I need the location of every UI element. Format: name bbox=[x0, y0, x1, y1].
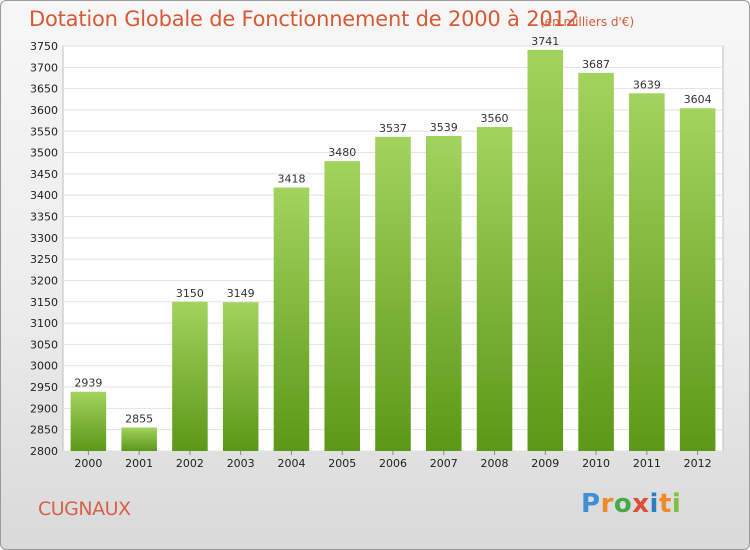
x-tick-label: 2000 bbox=[74, 457, 102, 470]
bar-2009 bbox=[527, 49, 564, 451]
bar-2005 bbox=[324, 161, 360, 451]
bar-2000 bbox=[70, 391, 107, 451]
proxiti-logo: Proxiti bbox=[581, 489, 682, 519]
bar-2006 bbox=[375, 136, 411, 451]
x-tick-label: 2004 bbox=[277, 457, 305, 470]
chart-unit: (en milliers d'€) bbox=[540, 15, 635, 29]
y-tick-label: 3150 bbox=[30, 296, 58, 309]
x-tick-label: 2001 bbox=[125, 457, 153, 470]
city-name: CUGNAUX bbox=[38, 498, 131, 520]
bar-2008 bbox=[476, 127, 513, 451]
x-tick-label: 2006 bbox=[379, 457, 407, 470]
y-tick-label: 3250 bbox=[30, 253, 58, 266]
y-tick-label: 2850 bbox=[30, 424, 58, 437]
y-tick-label: 3050 bbox=[30, 338, 58, 351]
y-tick-label: 3000 bbox=[30, 360, 58, 373]
value-label: 3687 bbox=[582, 58, 610, 71]
bar-2003 bbox=[222, 302, 259, 451]
value-label: 3539 bbox=[430, 121, 458, 134]
value-label: 3604 bbox=[684, 93, 712, 106]
chart-title: Dotation Globale de Fonctionnement de 20… bbox=[29, 7, 579, 31]
x-tick-label: 2005 bbox=[328, 457, 356, 470]
y-tick-label: 3600 bbox=[30, 104, 58, 117]
x-tick-label: 2011 bbox=[633, 457, 661, 470]
x-tick-label: 2008 bbox=[481, 457, 509, 470]
x-tick-label: 2010 bbox=[582, 457, 610, 470]
bar-2010 bbox=[578, 72, 614, 451]
y-tick-label: 2950 bbox=[30, 381, 58, 394]
x-tick-label: 2007 bbox=[430, 457, 458, 470]
x-tick-label: 2002 bbox=[176, 457, 204, 470]
x-tick-label: 2003 bbox=[227, 457, 255, 470]
bar-2002 bbox=[172, 301, 208, 451]
value-label: 3480 bbox=[328, 146, 356, 159]
value-label: 3741 bbox=[531, 35, 559, 48]
y-tick-label: 3450 bbox=[30, 168, 58, 181]
y-tick-label: 3550 bbox=[30, 125, 58, 138]
bar-2004 bbox=[273, 187, 310, 451]
bar-2012 bbox=[679, 108, 716, 452]
y-tick-label: 3200 bbox=[30, 274, 58, 287]
y-tick-label: 3400 bbox=[30, 189, 58, 202]
value-label: 2855 bbox=[125, 413, 153, 426]
y-tick-label: 3100 bbox=[30, 317, 58, 330]
y-tick-label: 3300 bbox=[30, 232, 58, 245]
y-tick-label: 3500 bbox=[30, 147, 58, 160]
value-label: 2939 bbox=[74, 377, 102, 390]
bar-2007 bbox=[426, 135, 462, 451]
value-label: 3639 bbox=[633, 78, 661, 91]
bar-2011 bbox=[629, 93, 665, 452]
value-label: 3150 bbox=[176, 287, 204, 300]
y-tick-label: 3700 bbox=[30, 61, 58, 74]
y-tick-label: 2800 bbox=[30, 445, 58, 458]
value-label: 3418 bbox=[277, 173, 305, 186]
y-tick-label: 3750 bbox=[30, 40, 58, 53]
value-label: 3537 bbox=[379, 122, 407, 135]
y-tick-label: 3650 bbox=[30, 83, 58, 96]
bar-2001 bbox=[121, 427, 157, 451]
y-tick-label: 2900 bbox=[30, 402, 58, 415]
y-tick-label: 3350 bbox=[30, 211, 58, 224]
value-label: 3149 bbox=[227, 287, 255, 300]
x-tick-label: 2009 bbox=[531, 457, 559, 470]
x-tick-label: 2012 bbox=[684, 457, 712, 470]
value-label: 3560 bbox=[481, 112, 509, 125]
